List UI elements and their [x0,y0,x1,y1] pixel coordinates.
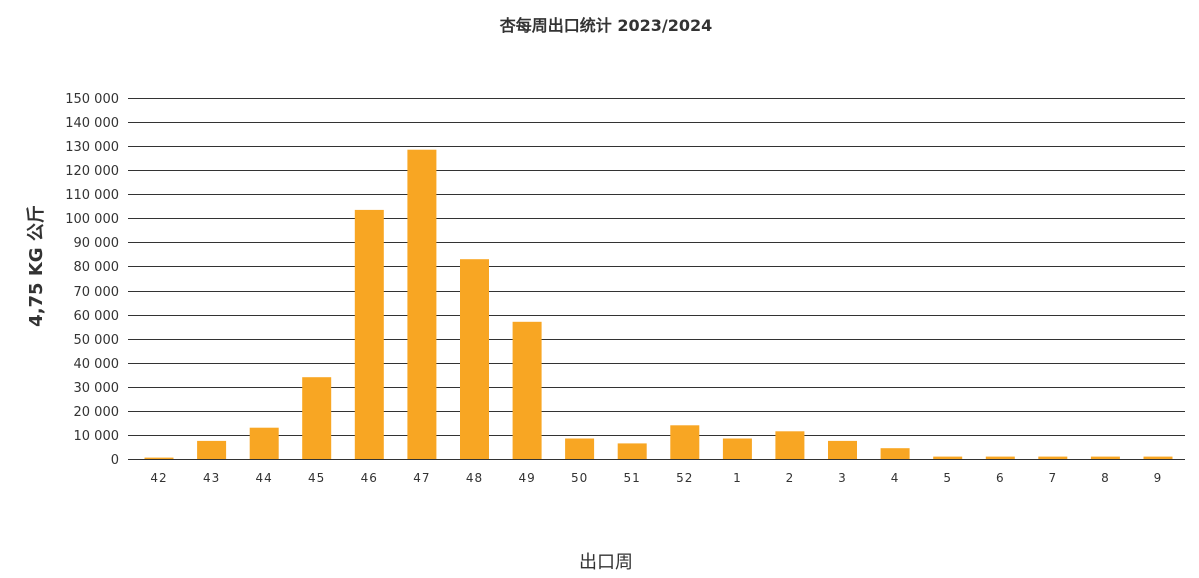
bar-week-49 [512,321,542,459]
x-tick-label: 45 [308,471,325,485]
bar-week-46 [354,209,384,459]
y-tick-label: 10 000 [74,429,120,444]
x-tick-label: 51 [624,471,641,485]
y-tick-label: 140 000 [65,116,119,131]
bar-week-43 [197,440,227,459]
y-tick-label: 70 000 [74,285,120,300]
y-tick-label: 30 000 [74,381,120,396]
x-tick-label: 5 [943,471,952,485]
bar-week-45 [302,377,332,459]
x-tick-label: 50 [571,471,588,485]
x-tick-label: 4 [891,471,900,485]
x-tick-label: 6 [996,471,1005,485]
x-tick-label: 48 [466,471,483,485]
bar-week-47 [407,149,437,459]
x-tick-label: 2 [786,471,795,485]
bar-week-51 [617,443,647,459]
y-tick-label: 110 000 [65,188,119,203]
y-tick-label: 20 000 [74,405,120,420]
bar-week-5 [933,456,963,459]
x-tick-label: 3 [838,471,847,485]
x-tick-label: 43 [203,471,220,485]
y-tick-label: 120 000 [65,164,119,179]
x-tick-label: 9 [1154,471,1163,485]
bar-week-6 [985,456,1015,459]
chart-title: 杏每周出口统计 2023/2024 [499,16,713,35]
x-tick-label: 49 [518,471,535,485]
x-tick-label: 52 [676,471,693,485]
y-tick-label: 130 000 [65,140,119,155]
y-tick-label: 40 000 [74,357,120,372]
x-tick-label: 47 [413,471,430,485]
bar-week-9 [1143,456,1173,459]
bar-week-52 [670,425,700,459]
bar-week-3 [828,440,857,459]
bar-week-4 [880,448,910,459]
x-tick-label: 8 [1101,471,1110,485]
x-tick-label: 42 [150,471,167,485]
bar-week-7 [1038,456,1068,459]
y-tick-label: 100 000 [65,212,119,227]
bar-week-8 [1090,456,1120,459]
y-tick-label: 50 000 [74,333,120,348]
x-axis-title: 出口周 [579,552,633,573]
bar-week-44 [249,427,279,459]
y-tick-label: 0 [111,453,119,468]
y-tick-label: 60 000 [74,309,120,324]
y-tick-label: 90 000 [74,236,120,251]
bar-week-50 [565,438,595,459]
bar-week-1 [722,438,752,459]
y-tick-label: 80 000 [74,260,120,275]
x-tick-label: 44 [256,471,273,485]
bar-week-48 [460,259,489,459]
bar-week-2 [775,431,805,459]
y-tick-label: 150 000 [65,92,119,107]
x-tick-label: 7 [1048,471,1057,485]
bar-week-42 [144,457,174,459]
x-tick-label: 1 [733,471,742,485]
x-tick-label: 46 [361,471,378,485]
